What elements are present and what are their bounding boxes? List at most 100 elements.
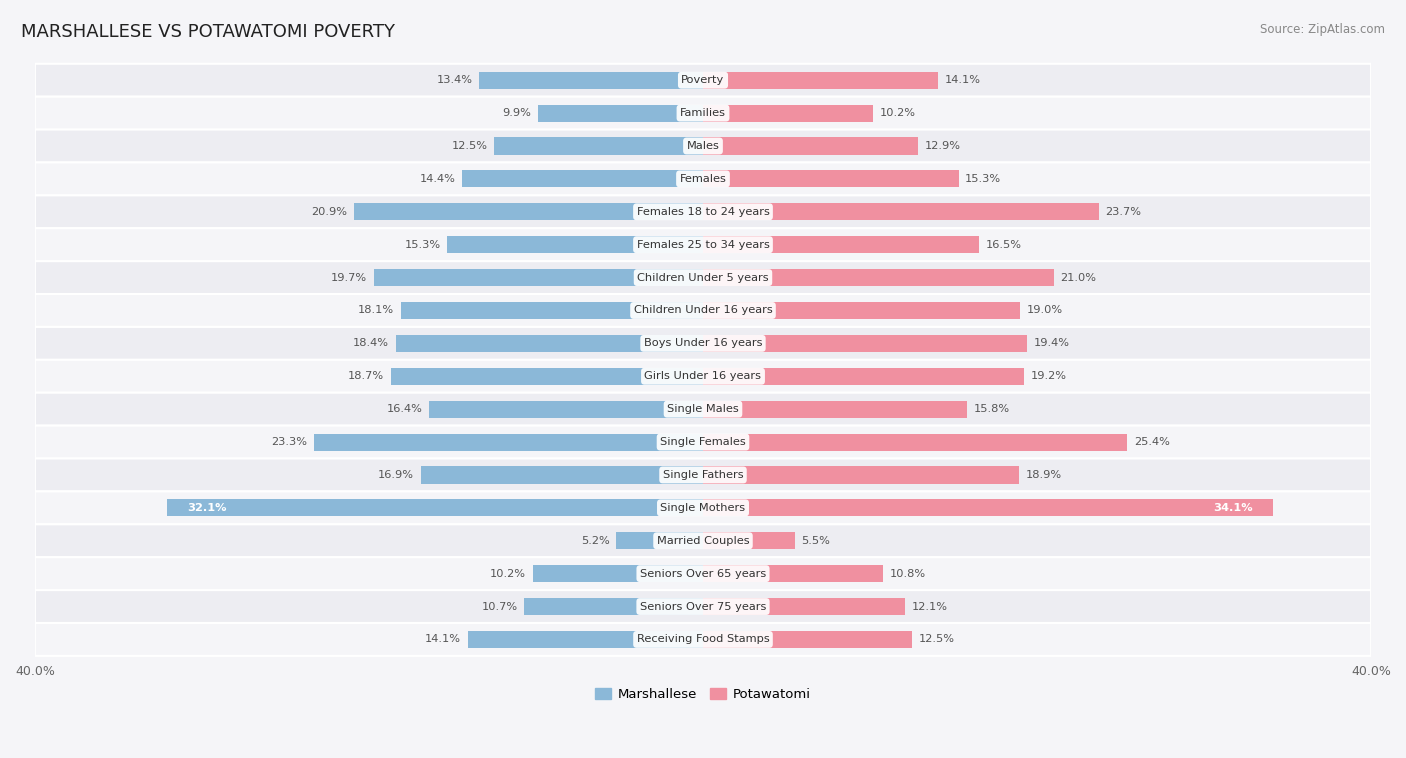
Text: Seniors Over 65 years: Seniors Over 65 years <box>640 568 766 578</box>
FancyBboxPatch shape <box>35 130 1371 162</box>
Text: Single Males: Single Males <box>666 404 740 414</box>
Text: Boys Under 16 years: Boys Under 16 years <box>644 338 762 349</box>
Bar <box>703 269 1053 286</box>
Bar <box>703 434 1128 450</box>
Text: 34.1%: 34.1% <box>1213 503 1253 513</box>
Text: 14.1%: 14.1% <box>945 75 981 85</box>
Text: 16.5%: 16.5% <box>986 240 1021 249</box>
Bar <box>703 137 918 155</box>
FancyBboxPatch shape <box>35 228 1371 262</box>
FancyBboxPatch shape <box>35 327 1371 360</box>
Bar <box>167 500 703 516</box>
Text: 13.4%: 13.4% <box>436 75 472 85</box>
Bar <box>468 631 703 648</box>
Bar <box>463 171 703 187</box>
Bar <box>703 236 979 253</box>
Bar <box>703 401 967 418</box>
Bar <box>703 302 1021 319</box>
Text: Females 25 to 34 years: Females 25 to 34 years <box>637 240 769 249</box>
Text: Families: Families <box>681 108 725 118</box>
Text: 18.1%: 18.1% <box>359 305 394 315</box>
Text: Single Females: Single Females <box>661 437 745 447</box>
FancyBboxPatch shape <box>35 294 1371 327</box>
Text: 18.9%: 18.9% <box>1025 470 1062 480</box>
Text: 21.0%: 21.0% <box>1060 273 1097 283</box>
Text: Children Under 5 years: Children Under 5 years <box>637 273 769 283</box>
Text: Source: ZipAtlas.com: Source: ZipAtlas.com <box>1260 23 1385 36</box>
FancyBboxPatch shape <box>35 360 1371 393</box>
Text: 10.2%: 10.2% <box>880 108 917 118</box>
Text: Receiving Food Stamps: Receiving Food Stamps <box>637 634 769 644</box>
Text: 23.3%: 23.3% <box>271 437 307 447</box>
Text: Females: Females <box>679 174 727 184</box>
Bar <box>391 368 703 385</box>
Text: 16.4%: 16.4% <box>387 404 422 414</box>
Text: Poverty: Poverty <box>682 75 724 85</box>
Bar <box>703 72 938 89</box>
Text: 15.8%: 15.8% <box>973 404 1010 414</box>
Text: Children Under 16 years: Children Under 16 years <box>634 305 772 315</box>
Text: 15.3%: 15.3% <box>965 174 1001 184</box>
Bar <box>703 532 794 550</box>
FancyBboxPatch shape <box>35 590 1371 623</box>
Text: 5.2%: 5.2% <box>581 536 609 546</box>
Text: Married Couples: Married Couples <box>657 536 749 546</box>
Bar <box>703 368 1024 385</box>
Bar <box>703 203 1099 221</box>
FancyBboxPatch shape <box>35 97 1371 130</box>
Bar <box>447 236 703 253</box>
Bar <box>703 565 883 582</box>
Bar <box>537 105 703 122</box>
Bar <box>354 203 703 221</box>
Text: 15.3%: 15.3% <box>405 240 441 249</box>
Bar <box>703 466 1019 484</box>
Text: 23.7%: 23.7% <box>1105 207 1142 217</box>
Bar <box>524 598 703 615</box>
Text: Males: Males <box>686 141 720 151</box>
Text: Seniors Over 75 years: Seniors Over 75 years <box>640 602 766 612</box>
FancyBboxPatch shape <box>35 425 1371 459</box>
FancyBboxPatch shape <box>35 525 1371 557</box>
Bar <box>703 335 1026 352</box>
Text: 12.5%: 12.5% <box>918 634 955 644</box>
Text: 14.4%: 14.4% <box>420 174 456 184</box>
Bar <box>703 500 1272 516</box>
FancyBboxPatch shape <box>35 557 1371 590</box>
FancyBboxPatch shape <box>35 491 1371 525</box>
FancyBboxPatch shape <box>35 623 1371 656</box>
Text: 18.7%: 18.7% <box>347 371 384 381</box>
Text: 10.7%: 10.7% <box>481 602 517 612</box>
Text: Single Fathers: Single Fathers <box>662 470 744 480</box>
Text: Girls Under 16 years: Girls Under 16 years <box>644 371 762 381</box>
Text: 12.5%: 12.5% <box>451 141 488 151</box>
FancyBboxPatch shape <box>35 162 1371 196</box>
Text: 10.8%: 10.8% <box>890 568 927 578</box>
Text: 19.7%: 19.7% <box>332 273 367 283</box>
Text: 20.9%: 20.9% <box>311 207 347 217</box>
Bar <box>533 565 703 582</box>
Bar <box>703 631 911 648</box>
Text: 19.0%: 19.0% <box>1026 305 1063 315</box>
Bar <box>495 137 703 155</box>
Text: 19.4%: 19.4% <box>1033 338 1070 349</box>
Text: Females 18 to 24 years: Females 18 to 24 years <box>637 207 769 217</box>
Text: 16.9%: 16.9% <box>378 470 413 480</box>
Text: MARSHALLESE VS POTAWATOMI POVERTY: MARSHALLESE VS POTAWATOMI POVERTY <box>21 23 395 41</box>
FancyBboxPatch shape <box>35 196 1371 228</box>
Bar <box>401 302 703 319</box>
FancyBboxPatch shape <box>35 64 1371 97</box>
Bar <box>374 269 703 286</box>
FancyBboxPatch shape <box>35 262 1371 294</box>
Text: 32.1%: 32.1% <box>187 503 226 513</box>
Bar <box>703 171 959 187</box>
Bar <box>395 335 703 352</box>
Text: 12.9%: 12.9% <box>925 141 962 151</box>
FancyBboxPatch shape <box>35 459 1371 491</box>
Bar <box>703 105 873 122</box>
Legend: Marshallese, Potawatomi: Marshallese, Potawatomi <box>591 683 815 706</box>
Text: Single Mothers: Single Mothers <box>661 503 745 513</box>
Bar <box>479 72 703 89</box>
Text: 25.4%: 25.4% <box>1133 437 1170 447</box>
Text: 18.4%: 18.4% <box>353 338 389 349</box>
Text: 12.1%: 12.1% <box>911 602 948 612</box>
